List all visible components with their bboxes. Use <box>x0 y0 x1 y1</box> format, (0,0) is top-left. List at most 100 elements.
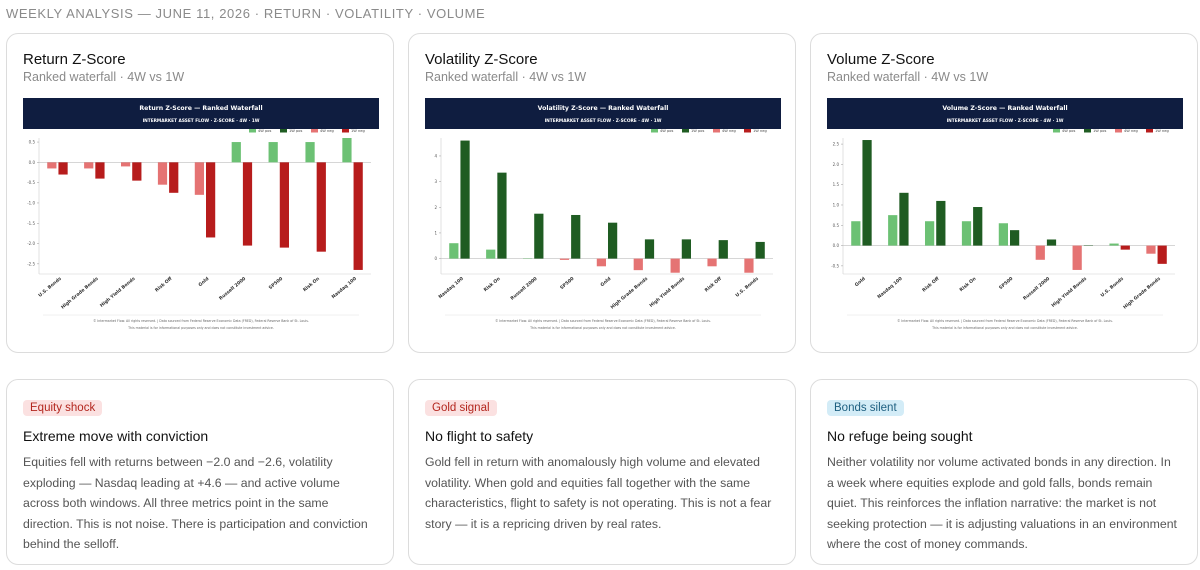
1w-bar <box>899 192 909 246</box>
4w-bar <box>157 162 168 185</box>
legend-label: 4W pos <box>660 129 673 133</box>
4w-bar <box>231 142 241 163</box>
4w-bar <box>305 142 315 163</box>
1w-bar <box>534 213 544 259</box>
chart-title: Return Z-Score — Ranked Waterfall <box>139 105 262 112</box>
chart-disclaimer: This material is for informational purpo… <box>127 326 274 330</box>
legend-label: 4W neg <box>1124 129 1138 133</box>
legend-label: 1W neg <box>1155 129 1169 133</box>
legend-swatch <box>280 129 287 133</box>
chart-subtitle: INTERMARKET ASSET FLOW · Z-SCORE · 4W · … <box>947 118 1064 124</box>
x-tick-label: Russell 2000 <box>509 276 538 302</box>
legend-label: 1W pos <box>289 129 302 133</box>
x-tick-label: High Grade Bonds <box>60 276 100 311</box>
4w-bar <box>486 249 496 259</box>
volatility-zscore-card: Volatility Z-Score Ranked waterfall · 4W… <box>408 33 796 353</box>
note-body: Equities fell with returns between −2.0 … <box>23 455 368 551</box>
x-tick-label: High Grade Bonds <box>1122 276 1162 311</box>
y-tick-label: 0 <box>434 256 437 261</box>
x-tick-label: SP500 <box>268 276 284 291</box>
chart-subtitle: INTERMARKET ASSET FLOW · Z-SCORE · 4W · … <box>545 118 662 124</box>
y-tick-label: 1.0 <box>833 202 840 207</box>
chart-banner <box>827 98 1183 129</box>
1w-bar <box>95 162 105 179</box>
1w-bar <box>460 140 470 259</box>
legend-swatch <box>651 129 658 133</box>
1w-bar <box>206 162 216 238</box>
1w-bar <box>755 241 765 259</box>
1w-bar <box>973 207 983 246</box>
4w-bar <box>1072 245 1082 270</box>
1w-bar <box>279 162 289 248</box>
4w-bar <box>925 221 935 246</box>
y-tick-label: 3 <box>434 179 437 184</box>
x-tick-label: High Yield Bonds <box>1050 276 1088 309</box>
y-tick-label: -1.5 <box>27 221 35 226</box>
y-tick-label: -2.0 <box>27 241 35 246</box>
y-tick-label: -1.0 <box>27 200 35 205</box>
legend-swatch <box>713 129 720 133</box>
y-tick-label: 0.0 <box>29 160 36 165</box>
1w-bar <box>242 162 253 246</box>
y-tick-label: 0.0 <box>833 243 840 248</box>
legend-swatch <box>1146 129 1153 133</box>
note-body: Gold fell in return with anomalously hig… <box>425 455 772 531</box>
note-title: No flight to safety <box>425 428 534 444</box>
x-tick-label: Nasdaq 100 <box>331 276 358 300</box>
volume-zscore-chart: Volume Z-Score — Ranked Waterfall INTERMA… <box>827 98 1183 342</box>
note-body: Neither volatility nor volume activated … <box>827 455 1177 551</box>
y-tick-label: 2.0 <box>833 162 840 167</box>
legend-swatch <box>1115 129 1122 133</box>
1w-bar <box>58 162 68 175</box>
legend-label: 1W pos <box>1093 129 1106 133</box>
x-tick-label: Risk On <box>958 276 977 293</box>
1w-bar <box>681 239 691 259</box>
4w-bar <box>888 215 898 246</box>
x-tick-label: High Yield Bonds <box>99 276 137 309</box>
x-tick-label: Nasdaq 100 <box>876 276 903 300</box>
y-tick-label: -2.5 <box>27 261 35 266</box>
status-badge: Bonds silent <box>827 400 904 416</box>
gold-signal-note: Gold signal No flight to safety Gold fel… <box>408 379 796 565</box>
1w-bar <box>169 162 179 193</box>
card-subtitle: Ranked waterfall · 4W vs 1W <box>23 70 185 84</box>
y-tick-label: -0.5 <box>831 263 839 268</box>
x-tick-label: Risk Off <box>704 276 723 294</box>
x-tick-label: Russell 2000 <box>1022 276 1051 302</box>
chart-subtitle: INTERMARKET ASSET FLOW · Z-SCORE · 4W · … <box>143 118 260 124</box>
y-tick-label: 0.5 <box>29 140 36 145</box>
legend-swatch <box>311 129 318 133</box>
x-tick-label: Russell 2000 <box>218 276 247 302</box>
status-badge: Gold signal <box>425 400 497 416</box>
1w-bar <box>936 200 946 246</box>
note-title: No refuge being sought <box>827 428 973 444</box>
volume-zscore-card: Volume Z-Score Ranked waterfall · 4W vs … <box>810 33 1198 353</box>
x-tick-label: U.S. Bonds <box>1100 276 1126 299</box>
1w-bar <box>1046 239 1057 246</box>
legend-label: 4W neg <box>320 129 334 133</box>
legend-label: 4W pos <box>258 129 271 133</box>
x-tick-label: High Yield Bonds <box>648 276 686 309</box>
4w-bar <box>559 258 570 260</box>
1w-bar <box>608 222 618 259</box>
legend-swatch <box>249 129 256 133</box>
y-tick-label: 1 <box>434 230 437 235</box>
volatility-zscore-chart: Volatility Z-Score — Ranked Waterfall INT… <box>425 98 781 342</box>
1w-bar <box>862 140 872 246</box>
legend-swatch <box>1084 129 1091 133</box>
card-subtitle: Ranked waterfall · 4W vs 1W <box>425 70 587 84</box>
y-tick-label: 2.5 <box>833 142 840 147</box>
x-tick-label: Risk Off <box>154 276 173 294</box>
x-tick-label: Gold <box>197 276 210 288</box>
chart-title: Volatility Z-Score — Ranked Waterfall <box>538 105 669 112</box>
chart-disclaimer: This material is for informational purpo… <box>529 326 676 330</box>
4w-bar <box>707 258 717 267</box>
legend-label: 1W pos <box>691 129 704 133</box>
status-badge: Equity shock <box>23 400 103 416</box>
chart-banner <box>23 98 379 129</box>
4w-bar <box>268 142 278 163</box>
equity-shock-note: Equity shock Extreme move with convictio… <box>6 379 394 565</box>
x-tick-label: Risk Off <box>921 276 940 294</box>
legend-label: 4W pos <box>1062 129 1075 133</box>
x-tick-label: SP500 <box>559 276 575 291</box>
